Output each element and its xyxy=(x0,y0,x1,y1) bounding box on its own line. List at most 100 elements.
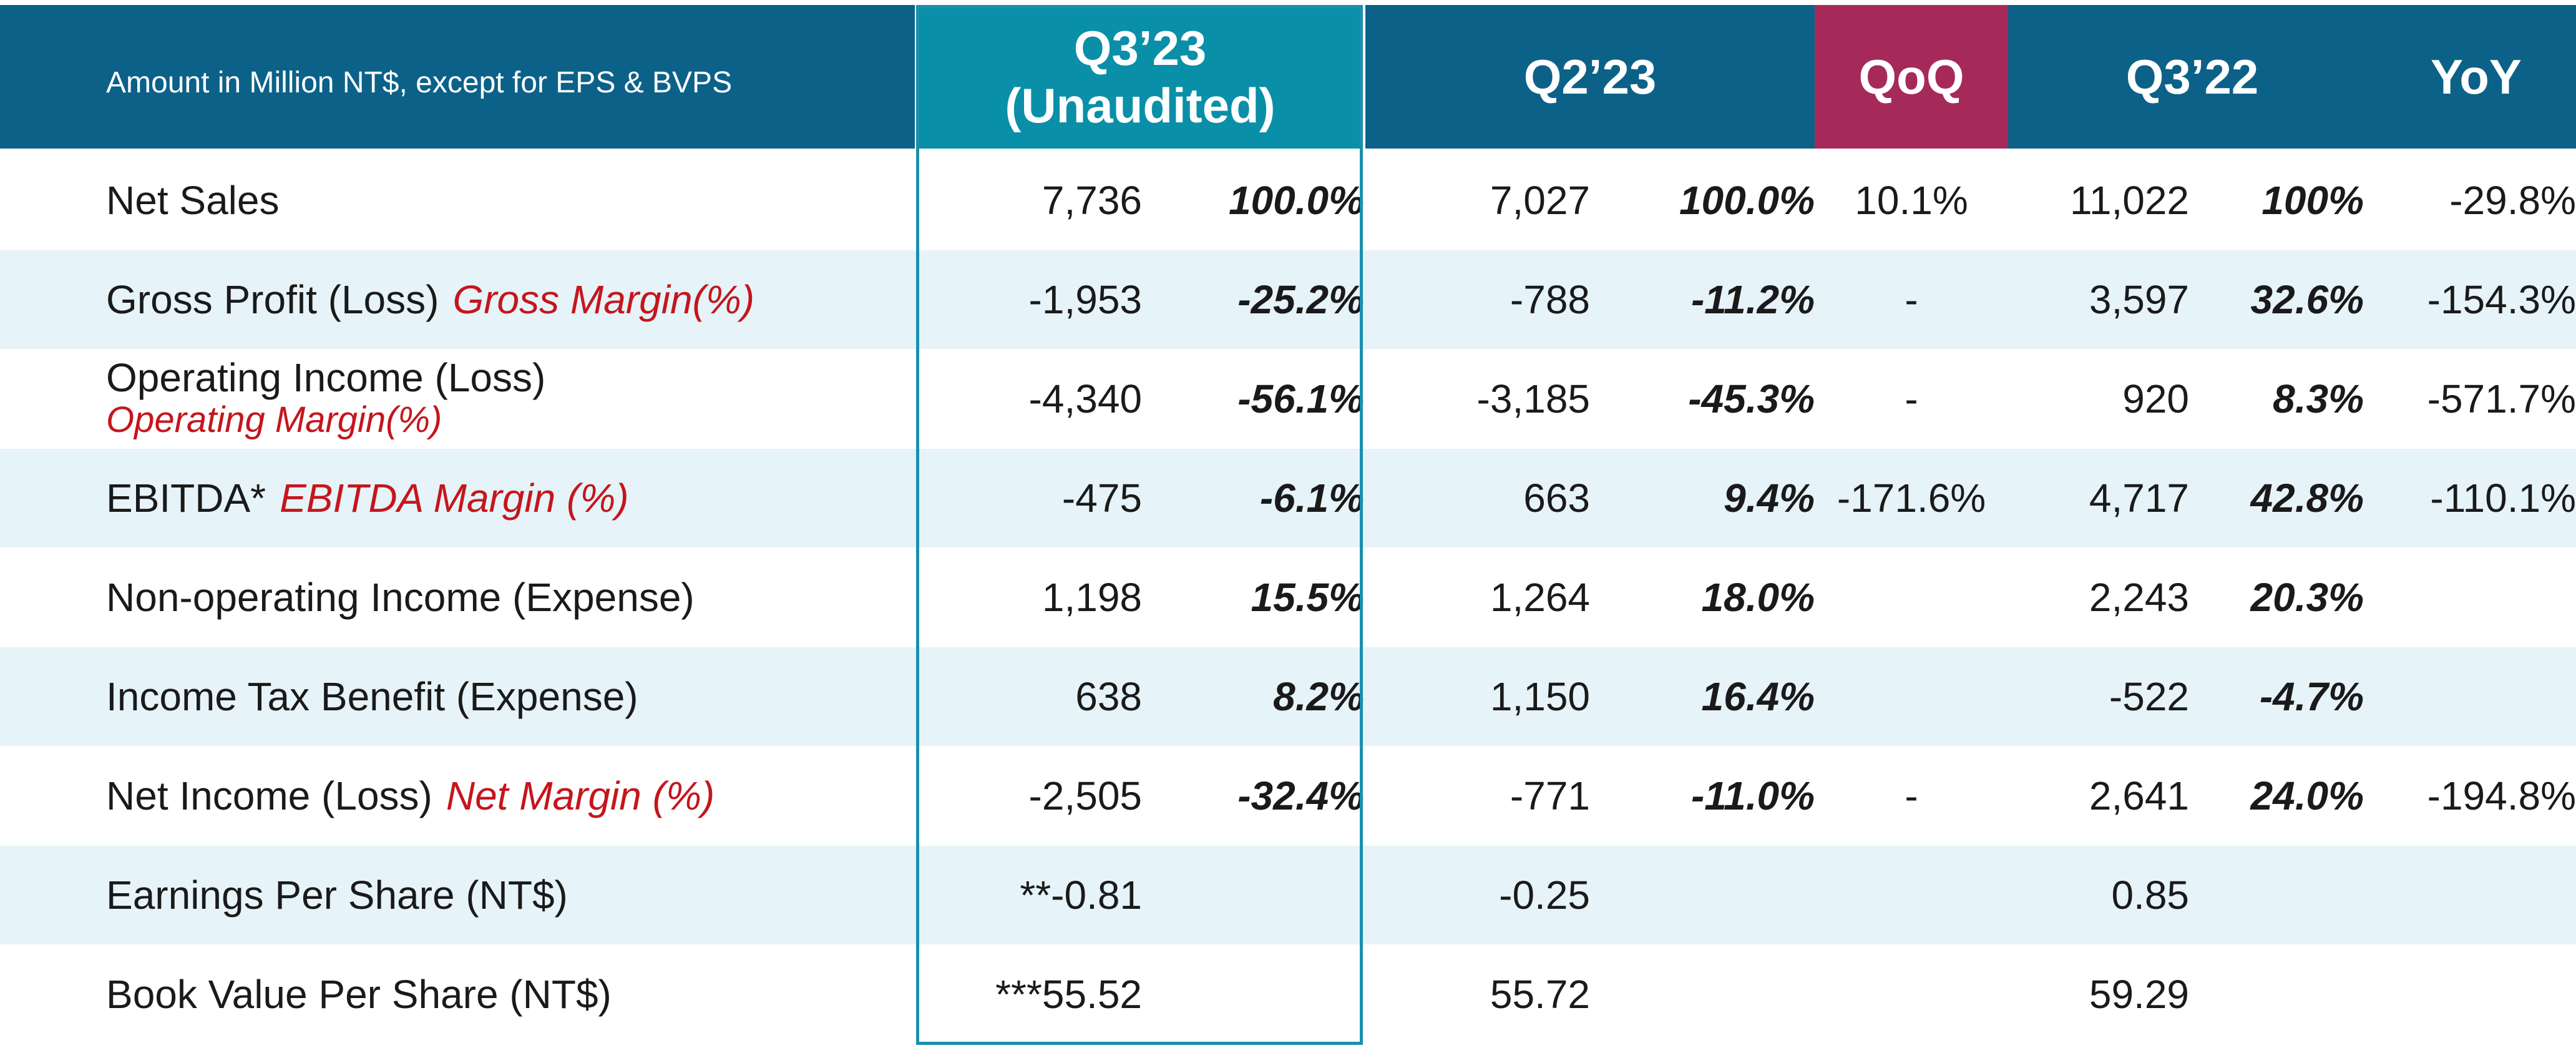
q323-percent: -32.4% xyxy=(1237,773,1364,818)
q223-value: -3,185 xyxy=(1476,376,1590,421)
row-margin-label: Gross Margin(%) xyxy=(452,277,755,322)
q322-percent xyxy=(2189,846,2364,944)
q223-percent: 9.4% xyxy=(1724,476,1815,521)
table-row: Net Sales 7,736 100.0% 7,027 100.0% 10.1% 11,0… xyxy=(0,151,2576,250)
q323-percent xyxy=(1142,945,1364,1044)
yoy-value xyxy=(2376,548,2576,647)
row-margin-label: Net Margin (%) xyxy=(446,773,715,818)
yoy-value: -29.8% xyxy=(2449,178,2576,223)
q223-percent: 18.0% xyxy=(1701,575,1815,620)
q223-value: 1,264 xyxy=(1490,575,1590,620)
row-label-text: Gross Profit (Loss) xyxy=(106,277,439,322)
row-label: Earnings Per Share (NT$) xyxy=(106,846,905,944)
yoy-value: -110.1% xyxy=(2430,476,2576,521)
row-label-text: Operating Income (Loss) xyxy=(106,355,546,400)
header-q322: Q3’22 xyxy=(2008,5,2376,149)
q322-value: 3,597 xyxy=(2089,277,2189,322)
header-q223: Q2’23 xyxy=(1365,5,1815,149)
q323-value: **-0.81 xyxy=(1020,873,1142,918)
qoq-value xyxy=(1815,647,2008,746)
qoq-value: - xyxy=(1905,277,1918,322)
row-label: Operating Income (Loss) Operating Margin(… xyxy=(106,350,905,448)
q223-percent xyxy=(1590,846,1815,944)
row-label: Net Income (Loss) Net Margin (%) xyxy=(106,747,905,845)
table-row: EBITDA* EBITDA Margin (%) -475 -6.1% 663 9.4%… xyxy=(0,449,2576,547)
header-note-cell: Amount in Million NT$, except for EPS & … xyxy=(0,5,915,149)
q322-percent: -4.7% xyxy=(2259,674,2364,719)
table-row: Non-operating Income (Expense) 1,198 15.5%… xyxy=(0,548,2576,647)
header-q323: Q3’23 (Unaudited) xyxy=(917,5,1363,149)
row-label-text: Earnings Per Share (NT$) xyxy=(106,873,568,918)
yoy-value: -154.3% xyxy=(2427,277,2576,322)
row-label-text: Net Income (Loss) xyxy=(106,773,432,818)
q223-percent: -11.2% xyxy=(1690,277,1815,322)
q322-value: 59.29 xyxy=(2089,972,2189,1017)
q223-value: -0.25 xyxy=(1499,873,1590,918)
q223-value: 663 xyxy=(1523,476,1590,521)
row-margin-label: Operating Margin(%) xyxy=(106,399,442,440)
row-label-text: Net Sales xyxy=(106,178,280,223)
q323-value: ***55.52 xyxy=(995,972,1142,1017)
row-label: Income Tax Benefit (Expense) xyxy=(106,647,905,746)
row-label: Net Sales xyxy=(106,151,905,250)
header-q323-label: Q3’23 xyxy=(1073,21,1207,76)
header-yoy: YoY xyxy=(2376,5,2576,149)
q322-value: 4,717 xyxy=(2089,476,2189,521)
header-note: Amount in Million NT$, except for EPS & … xyxy=(106,66,733,99)
q323-value: 1,198 xyxy=(1042,575,1142,620)
q223-percent: 100.0% xyxy=(1679,178,1815,223)
q223-value: 7,027 xyxy=(1490,178,1590,223)
q322-percent: 32.6% xyxy=(2250,277,2364,322)
qoq-value: 10.1% xyxy=(1855,178,1968,223)
table-row: Earnings Per Share (NT$) **-0.81 -0.25 0.85 xyxy=(0,846,2576,944)
q322-value: 11,022 xyxy=(2070,178,2189,223)
row-label: Gross Profit (Loss) Gross Margin(%) xyxy=(106,250,905,349)
yoy-value xyxy=(2376,647,2576,746)
q223-value: 1,150 xyxy=(1490,674,1590,719)
row-label-text: Book Value Per Share (NT$) xyxy=(106,972,612,1017)
row-label-text: Non-operating Income (Expense) xyxy=(106,575,695,620)
q223-value: 55.72 xyxy=(1490,972,1590,1017)
q323-value: 638 xyxy=(1075,674,1142,719)
q323-percent: 100.0% xyxy=(1228,178,1364,223)
q323-value: 7,736 xyxy=(1042,178,1142,223)
q323-value: -475 xyxy=(1061,476,1142,521)
table-row: Operating Income (Loss) Operating Margin(… xyxy=(0,350,2576,448)
q223-percent xyxy=(1590,945,1815,1044)
yoy-value: -194.8% xyxy=(2427,773,2576,818)
q223-percent: -45.3% xyxy=(1688,376,1815,421)
header-q323-sublabel: (Unaudited) xyxy=(1005,78,1276,133)
q223-percent: 16.4% xyxy=(1701,674,1815,719)
q223-value: -788 xyxy=(1510,277,1590,322)
qoq-value: - xyxy=(1905,773,1918,818)
qoq-value xyxy=(1815,548,2008,647)
q323-percent: 15.5% xyxy=(1251,575,1364,620)
q223-percent: -11.0% xyxy=(1690,773,1815,818)
q322-value: 2,641 xyxy=(2089,773,2189,818)
q322-percent: 24.0% xyxy=(2250,773,2364,818)
row-label-text: Income Tax Benefit (Expense) xyxy=(106,674,638,719)
row-label: Book Value Per Share (NT$) xyxy=(106,945,905,1044)
q322-value: 0.85 xyxy=(2111,873,2189,918)
q323-percent: -6.1% xyxy=(1259,476,1364,521)
row-label: Non-operating Income (Expense) xyxy=(106,548,905,647)
row-label: EBITDA* EBITDA Margin (%) xyxy=(106,449,905,547)
q322-value: 2,243 xyxy=(2089,575,2189,620)
qoq-value xyxy=(1815,846,2008,944)
table-row: Net Income (Loss) Net Margin (%) -2,505 -32… xyxy=(0,747,2576,845)
q322-percent: 100% xyxy=(2261,178,2364,223)
q322-percent: 8.3% xyxy=(2273,376,2364,421)
q322-value: 920 xyxy=(2122,376,2189,421)
table-row: Income Tax Benefit (Expense) 638 8.2% 1,150… xyxy=(0,647,2576,746)
row-label-text: EBITDA* xyxy=(106,476,266,521)
q322-percent: 20.3% xyxy=(2250,575,2364,620)
q323-value: -1,953 xyxy=(1028,277,1142,322)
q323-value: -4,340 xyxy=(1028,376,1142,421)
qoq-value xyxy=(1815,945,2008,1044)
table-row: Gross Profit (Loss) Gross Margin(%) -1,953… xyxy=(0,250,2576,349)
q323-value: -2,505 xyxy=(1028,773,1142,818)
q323-percent: 8.2% xyxy=(1273,674,1364,719)
q223-value: -771 xyxy=(1510,773,1590,818)
table-row: Book Value Per Share (NT$) ***55.52 55.72 5… xyxy=(0,945,2576,1044)
